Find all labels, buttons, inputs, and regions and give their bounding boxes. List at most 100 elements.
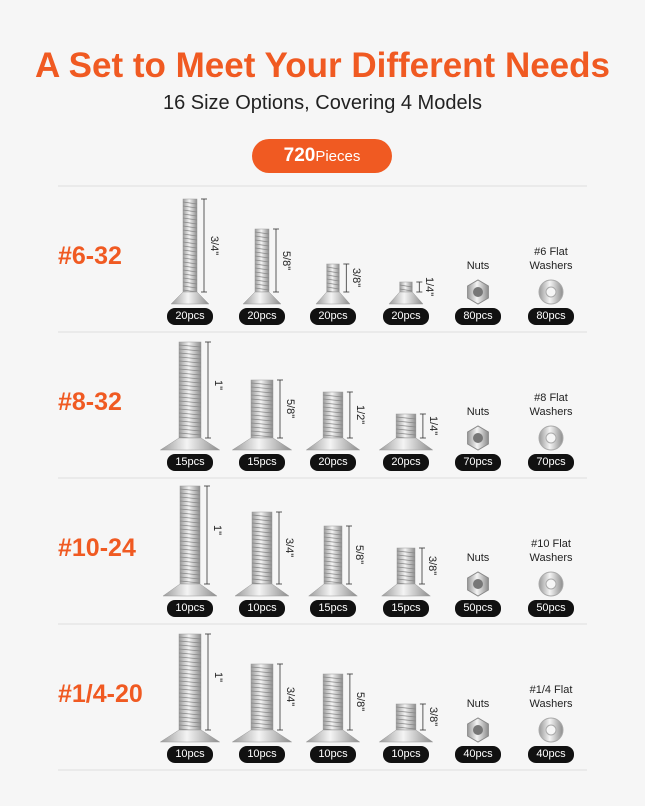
thread	[178, 384, 202, 388]
thread	[182, 257, 198, 261]
count-pill: 80pcs	[528, 308, 574, 325]
thread	[179, 544, 201, 548]
thread	[179, 488, 201, 492]
thread	[178, 360, 202, 364]
washers-label: #10 Flat Washers	[529, 538, 573, 564]
thread	[182, 281, 198, 285]
thread	[178, 416, 202, 420]
thread	[178, 724, 202, 728]
thread	[323, 552, 343, 556]
thread	[178, 412, 202, 416]
screw-head	[378, 437, 434, 451]
thread	[178, 420, 202, 424]
screw-head	[162, 583, 218, 597]
screw-head	[234, 583, 290, 597]
nut-hole	[473, 725, 483, 735]
thread	[323, 560, 343, 564]
thread	[323, 528, 343, 532]
thread	[323, 422, 343, 426]
thread	[182, 253, 198, 257]
thread	[179, 540, 201, 544]
thread	[179, 516, 201, 520]
thread	[323, 414, 343, 418]
thread	[178, 380, 202, 384]
thread	[178, 684, 202, 688]
thread	[323, 410, 343, 414]
size-label: 5/8"	[353, 692, 366, 712]
thread	[178, 640, 202, 644]
thread	[178, 648, 202, 652]
size-label: 3/8"	[350, 268, 363, 288]
thread	[182, 225, 198, 229]
thread	[250, 398, 274, 402]
thread	[251, 550, 273, 554]
thread	[323, 676, 343, 680]
badge: 720 Pieces	[252, 139, 392, 173]
count-pill: 20pcs	[310, 308, 356, 325]
thread	[182, 241, 198, 245]
thread	[178, 408, 202, 412]
nuts-label: Nuts	[466, 552, 490, 564]
washers-label: #1/4 Flat Washers	[529, 684, 573, 710]
thread	[178, 356, 202, 360]
thread	[323, 712, 343, 716]
thread	[182, 277, 198, 281]
thread	[250, 406, 274, 410]
thread	[254, 255, 270, 259]
thread	[254, 283, 270, 287]
thread	[178, 352, 202, 356]
thread	[250, 722, 274, 726]
thread	[182, 289, 198, 293]
thread	[251, 526, 273, 530]
thread	[323, 402, 343, 406]
thread	[396, 718, 416, 722]
thread	[179, 568, 201, 572]
thread	[179, 496, 201, 500]
thread	[323, 434, 343, 438]
size-label: 3/4"	[283, 538, 295, 558]
thread	[179, 520, 201, 524]
size-label: 1/4"	[426, 416, 439, 436]
thread	[251, 570, 273, 574]
thread	[250, 710, 274, 714]
thread	[250, 390, 274, 394]
thread	[323, 708, 343, 712]
thread	[250, 690, 274, 694]
thread	[182, 237, 198, 241]
size-label: 1"	[211, 525, 223, 536]
thread	[323, 684, 343, 688]
thread	[178, 344, 202, 348]
thread	[178, 432, 202, 436]
thread	[250, 430, 274, 434]
thread	[178, 664, 202, 668]
thread	[182, 245, 198, 249]
thread	[182, 205, 198, 209]
thread	[396, 420, 416, 424]
thread	[250, 674, 274, 678]
count-pill: 20pcs	[383, 308, 429, 325]
size-label: 1/2"	[353, 405, 366, 425]
size-label: 5/8"	[284, 399, 296, 419]
thread	[323, 696, 343, 700]
thread	[250, 666, 274, 670]
thread	[251, 542, 273, 546]
thread	[178, 392, 202, 396]
thread	[323, 580, 343, 584]
thread	[254, 247, 270, 251]
count-pill: 40pcs	[528, 746, 574, 763]
thread	[182, 209, 198, 213]
thread	[179, 524, 201, 528]
screw-head	[231, 729, 293, 743]
thread	[251, 562, 273, 566]
thread	[250, 702, 274, 706]
count-pill: 70pcs	[455, 454, 501, 471]
thread	[178, 428, 202, 432]
thread	[251, 574, 273, 578]
thread	[250, 402, 274, 406]
count-pill: 40pcs	[455, 746, 501, 763]
thread	[178, 688, 202, 692]
thread	[396, 570, 416, 574]
thread	[178, 364, 202, 368]
thread	[254, 243, 270, 247]
thread	[178, 368, 202, 372]
